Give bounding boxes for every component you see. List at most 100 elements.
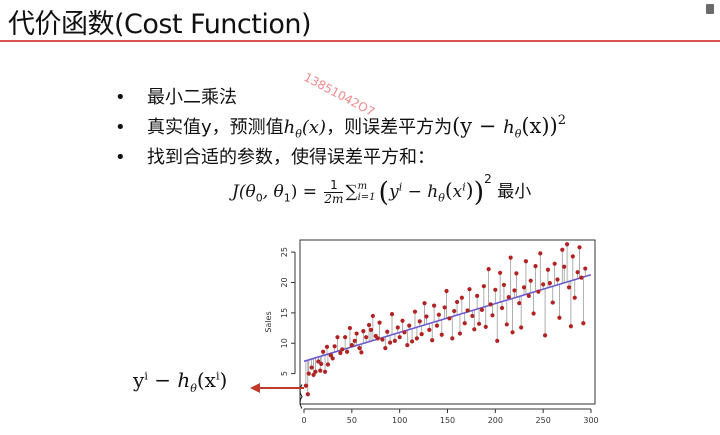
slide-title: 代价函数(Cost Function)	[8, 9, 312, 40]
data-point	[552, 261, 557, 266]
data-point	[352, 338, 357, 343]
bullet-text-a: 真实值y，预测值	[147, 117, 284, 138]
data-point	[519, 325, 524, 330]
h-symbol-2: h	[503, 117, 515, 138]
data-point	[436, 312, 441, 317]
data-point	[490, 313, 495, 318]
x-tick-label: 250	[536, 416, 551, 425]
data-point	[533, 264, 538, 269]
data-point	[521, 285, 527, 290]
sigma-limits: m i=1	[358, 181, 376, 203]
plot-border	[299, 239, 596, 405]
formula-sub1: 1	[283, 191, 291, 205]
error-expr-open: (y −	[452, 114, 504, 138]
resid-close: )	[219, 368, 228, 392]
data-point	[343, 335, 348, 340]
formula-comma: , θ	[262, 182, 284, 202]
data-point	[572, 295, 577, 300]
data-point	[432, 303, 437, 308]
data-point	[405, 342, 410, 348]
data-point	[424, 314, 429, 319]
data-point	[557, 315, 562, 320]
data-point	[349, 342, 354, 348]
inner-paren-open: (	[444, 178, 453, 202]
data-point	[397, 335, 402, 340]
data-point	[361, 329, 366, 334]
bullet-true-vs-predicted: • 真实值y，预测值hθ(x)，则误差平方为(y − hθ(x))2	[115, 113, 566, 141]
data-point	[359, 350, 364, 355]
formula-minus-h: − h	[402, 182, 439, 202]
data-point	[510, 330, 515, 335]
data-point	[486, 267, 491, 272]
formula-y: y	[389, 182, 399, 202]
data-point	[462, 321, 467, 326]
data-point	[459, 295, 464, 300]
data-point	[570, 254, 575, 259]
bullet-dot: •	[115, 117, 126, 138]
bullet-find-parameters: • 找到合适的参数，使得误差平方和：	[115, 143, 435, 169]
data-point	[385, 329, 390, 334]
data-point	[344, 349, 350, 354]
data-point	[414, 336, 419, 341]
data-point	[444, 288, 449, 294]
bullet-least-squares: • 最小二乘法	[115, 83, 237, 109]
data-point	[579, 275, 584, 280]
data-point	[364, 335, 369, 340]
data-point	[325, 362, 331, 367]
x-tick-label: 200	[488, 416, 503, 425]
corner-marker-icon	[706, 4, 714, 14]
data-point	[377, 320, 382, 325]
data-point	[321, 349, 326, 354]
error-expr-close: (x))	[521, 114, 558, 138]
h-symbol: h	[283, 117, 296, 138]
data-point	[568, 324, 574, 329]
y-tick-label: 15	[280, 308, 289, 318]
x-tick-label: 50	[347, 416, 357, 425]
resid-x-sup: i	[215, 369, 220, 383]
data-point	[322, 369, 328, 374]
data-point	[581, 321, 586, 326]
resid-h: h	[177, 368, 191, 392]
y-tick-label: 5	[280, 371, 289, 376]
data-point	[318, 368, 323, 373]
resid-theta: θ	[190, 382, 197, 395]
data-point	[457, 331, 463, 336]
data-point	[493, 287, 498, 292]
formula-eq: ) =	[290, 182, 318, 202]
data-point	[547, 281, 552, 286]
data-point	[542, 333, 548, 338]
residual-arrow-icon	[250, 383, 304, 393]
data-point	[400, 318, 405, 323]
x-tick-label: 100	[392, 416, 407, 425]
data-point	[303, 383, 309, 388]
data-point	[454, 299, 460, 305]
sigma-lower: i=1	[357, 192, 376, 203]
bullet-dot: •	[115, 147, 126, 168]
data-point	[508, 255, 513, 260]
data-point	[472, 327, 477, 332]
title-divider	[0, 40, 720, 42]
sales-scatter-chart: 0 50 100 150 200 250 300 5 10 15 20 25 Sales	[264, 239, 599, 425]
data-point	[479, 307, 485, 312]
data-point	[476, 321, 482, 326]
data-point	[332, 344, 337, 349]
resid-minus: −	[147, 368, 178, 392]
data-point	[324, 344, 330, 350]
data-point	[388, 340, 393, 345]
data-point	[395, 325, 400, 330]
data-point	[550, 300, 555, 305]
formula-x-sup: i	[462, 180, 466, 194]
data-point	[495, 338, 500, 343]
data-point	[316, 359, 321, 364]
resid-x: x	[204, 368, 216, 392]
bullet-dot: •	[115, 87, 126, 108]
data-point	[523, 259, 529, 264]
fraction-numerator: 1	[324, 178, 344, 193]
data-point	[370, 313, 375, 319]
formula-lhs: J(θ	[232, 182, 256, 202]
data-point	[541, 282, 546, 287]
formula-x: x	[452, 182, 463, 202]
watermark-text: 13851042O7	[301, 70, 378, 120]
data-point	[412, 309, 418, 314]
formula-theta: θ	[438, 191, 445, 205]
